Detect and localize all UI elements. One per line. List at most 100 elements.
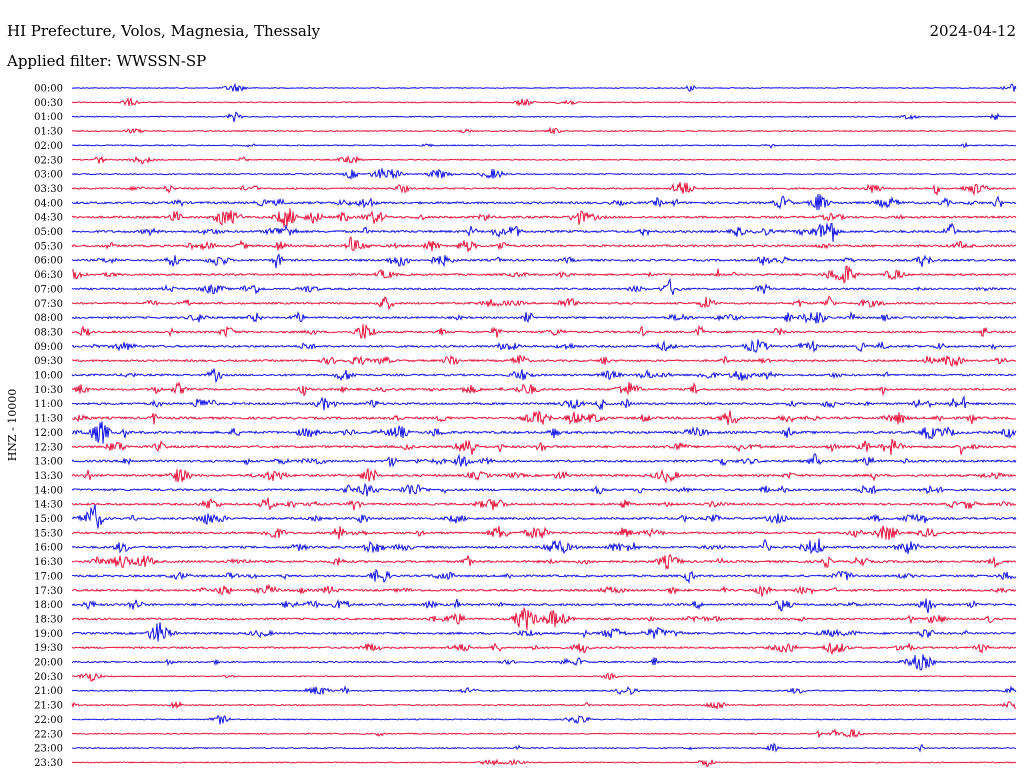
seismic-trace-row — [71, 421, 1017, 444]
seismic-trace-row — [71, 368, 1017, 384]
time-tick-label: 00:00 — [34, 84, 63, 95]
time-tick-label: 14:30 — [34, 500, 63, 511]
seismic-trace-row — [71, 168, 1017, 181]
time-tick-label: 22:30 — [34, 729, 63, 740]
time-tick-label: 01:00 — [34, 112, 63, 123]
time-tick-label: 14:00 — [34, 485, 63, 496]
seismic-trace-row — [71, 353, 1017, 368]
time-tick-label: 03:30 — [34, 184, 63, 195]
time-tick-label: 16:30 — [34, 557, 63, 568]
time-tick-label: 01:30 — [34, 127, 63, 138]
time-tick-label: 08:00 — [34, 313, 63, 324]
time-tick-label: 16:00 — [34, 543, 63, 554]
seismic-trace-row — [71, 700, 1017, 711]
time-tick-label: 20:00 — [34, 658, 63, 669]
time-tick-label: 09:30 — [34, 356, 63, 367]
seismic-trace-row — [71, 141, 1017, 149]
seismic-trace-row — [71, 583, 1017, 597]
seismic-trace-row — [71, 758, 1017, 768]
seismic-trace-row — [71, 568, 1017, 585]
seismic-trace-row — [71, 208, 1017, 228]
station-title: HI Prefecture, Volos, Magnesia, Thessaly — [7, 22, 321, 40]
time-tick-label: 19:30 — [34, 643, 63, 654]
time-tick-label: 06:30 — [34, 270, 63, 281]
seismic-trace-row — [71, 194, 1017, 211]
seismic-trace-row — [71, 622, 1017, 642]
time-tick-label: 13:00 — [34, 457, 63, 468]
time-tick-label: 22:00 — [34, 715, 63, 726]
seismic-trace-row — [71, 538, 1017, 555]
seismic-traces — [71, 82, 1017, 768]
time-tick-label: 06:00 — [34, 256, 63, 267]
seismic-trace-row — [71, 525, 1017, 541]
seismic-trace-row — [71, 154, 1017, 165]
seismic-trace-row — [71, 409, 1017, 426]
seismic-trace-row — [71, 504, 1017, 529]
time-tick-label: 23:30 — [34, 758, 63, 769]
seismic-trace-row — [71, 295, 1017, 311]
seismic-trace-row — [71, 181, 1017, 197]
channel-axis-label: HNZ - 10000 — [6, 389, 19, 462]
time-tick-label: 05:00 — [34, 227, 63, 238]
time-tick-label: 08:30 — [34, 327, 63, 338]
time-tick-label: 23:00 — [34, 744, 63, 755]
time-tick-label: 02:30 — [34, 155, 63, 166]
time-tick-label: 13:30 — [34, 471, 63, 482]
time-tick-label: 05:30 — [34, 241, 63, 252]
seismic-trace-row — [71, 222, 1017, 242]
time-tick-label: 03:00 — [34, 170, 63, 181]
seismic-trace-row — [71, 728, 1017, 739]
seismic-trace-row — [71, 598, 1017, 614]
seismic-trace-row — [71, 654, 1017, 671]
seismic-trace-row — [71, 265, 1017, 284]
time-tick-label: 07:00 — [34, 284, 63, 295]
seismic-trace-row — [71, 453, 1017, 468]
time-tick-label: 17:00 — [34, 571, 63, 582]
time-tick-label: 12:30 — [34, 442, 63, 453]
time-tick-label: 21:00 — [34, 686, 63, 697]
time-tick-label: 20:30 — [34, 672, 63, 683]
time-tick-label: 07:30 — [34, 299, 63, 310]
time-tick-label: 12:00 — [34, 428, 63, 439]
seismic-trace-row — [71, 438, 1017, 456]
seismic-trace-row — [71, 468, 1017, 484]
seismic-trace-row — [71, 553, 1017, 571]
seismic-trace-row — [71, 497, 1017, 511]
time-tick-label: 09:00 — [34, 342, 63, 353]
seismic-trace-row — [71, 685, 1017, 696]
seismic-trace-row — [71, 310, 1017, 324]
seismic-trace-row — [71, 714, 1017, 725]
time-tick-label: 02:00 — [34, 141, 63, 152]
seismic-trace-row — [71, 236, 1017, 252]
seismic-trace-row — [71, 111, 1017, 123]
time-tick-label: 15:30 — [34, 528, 63, 539]
time-tick-label: 10:30 — [34, 385, 63, 396]
seismic-trace-row — [71, 606, 1017, 631]
seismic-trace-row — [71, 672, 1017, 682]
time-tick-label: 00:30 — [34, 98, 63, 109]
time-tick-label: 15:00 — [34, 514, 63, 525]
time-tick-label: 11:30 — [34, 414, 63, 425]
seismic-trace-row — [71, 96, 1017, 107]
time-tick-label: 04:00 — [34, 198, 63, 209]
time-tick-label: 21:30 — [34, 701, 63, 712]
filter-label: Applied filter: WWSSN-SP — [6, 52, 206, 70]
seismic-trace-row — [71, 126, 1017, 134]
time-tick-label: 04:30 — [34, 213, 63, 224]
time-tick-label: 10:00 — [34, 371, 63, 382]
seismic-trace-row — [71, 482, 1017, 497]
time-tick-label: 18:00 — [34, 600, 63, 611]
time-tick-label: 17:30 — [34, 586, 63, 597]
date-label: 2024-04-12 — [930, 22, 1016, 40]
seismic-trace-row — [71, 277, 1017, 296]
time-tick-label: 19:00 — [34, 629, 63, 640]
seismic-trace-row — [71, 742, 1017, 753]
seismic-trace-row — [71, 395, 1017, 411]
seismic-trace-row — [71, 253, 1017, 269]
seismic-trace-row — [71, 642, 1017, 655]
time-tick-labels: 00:00 00:30 01:00 01:30 02:00 02:30 03:00 03:30… — [34, 84, 63, 769]
time-tick-label: 11:00 — [34, 399, 63, 410]
seismic-trace-row — [71, 339, 1017, 354]
seismic-trace-row — [71, 82, 1017, 93]
